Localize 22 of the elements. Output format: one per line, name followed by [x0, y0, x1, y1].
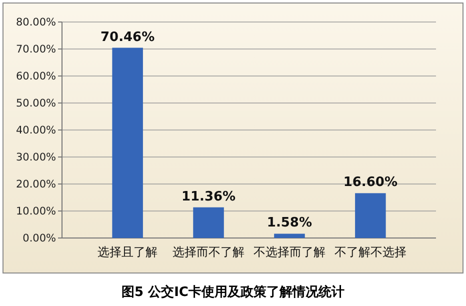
data-label: 70.46%	[100, 30, 155, 45]
y-tick-label: 10.00%	[16, 206, 56, 218]
bar	[112, 48, 143, 238]
y-tick-label: 80.00%	[16, 16, 56, 29]
x-tick-label: 不选择而了解	[253, 245, 326, 259]
x-tick-label: 不了解不选择	[334, 245, 406, 259]
y-tick-label: 60.00%	[16, 70, 56, 83]
y-tick-label: 0.00%	[22, 232, 56, 245]
bar	[355, 193, 386, 238]
y-tick-label: 30.00%	[16, 152, 56, 164]
y-tick-label: 50.00%	[16, 98, 56, 110]
y-tick-label: 20.00%	[16, 178, 56, 191]
bar	[193, 207, 224, 238]
data-label: 11.36%	[181, 189, 236, 204]
x-tick-label: 选择且了解	[98, 245, 158, 259]
text: 图5 公交IC卡使用及政策了解情况统计	[122, 284, 344, 300]
data-label: 1.58%	[266, 216, 312, 231]
y-tick-label: 40.00%	[16, 124, 56, 137]
data-label: 16.60%	[343, 175, 398, 190]
y-tick-label: 70.00%	[16, 44, 56, 56]
bar	[274, 234, 305, 238]
x-tick-label: 选择而不了解	[172, 245, 245, 259]
